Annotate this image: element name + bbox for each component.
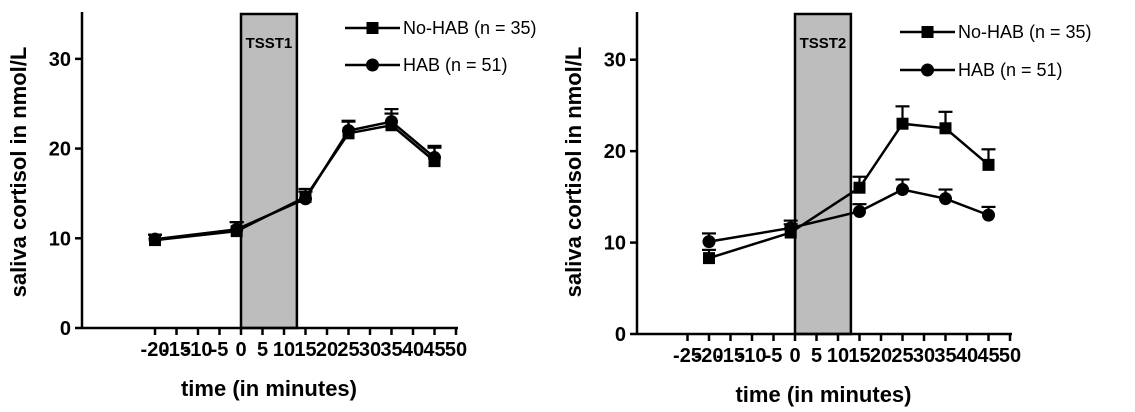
x-tick-label: 40 xyxy=(956,345,978,367)
square-marker xyxy=(982,158,995,171)
legend-square-marker xyxy=(366,22,379,34)
x-tick-label: -20 xyxy=(695,345,724,367)
x-tick-label: 40 xyxy=(402,339,424,361)
series-line xyxy=(708,188,989,243)
stress-period-box xyxy=(239,12,299,330)
x-tick-label: 15 xyxy=(294,339,316,361)
x-tick-label: -15 xyxy=(162,339,191,361)
square-marker xyxy=(896,117,909,130)
x-tick-label: 5 xyxy=(257,339,268,361)
y-tick-label: 10 xyxy=(49,228,71,250)
x-tick-label: 30 xyxy=(913,345,935,367)
legend-circle-marker xyxy=(366,58,379,72)
x-tick-label: -15 xyxy=(716,345,745,367)
y-tick-label: 20 xyxy=(604,141,626,163)
x-tick-label: 35 xyxy=(934,345,956,367)
x-tick-label: -10 xyxy=(738,345,767,367)
circle-marker xyxy=(148,232,162,246)
x-tick-label: 10 xyxy=(827,345,849,367)
series-2 xyxy=(702,178,996,249)
series-2 xyxy=(148,107,442,246)
x-tick-label: -20 xyxy=(141,339,170,361)
circle-marker xyxy=(342,124,355,138)
circle-marker xyxy=(784,221,798,235)
circle-marker xyxy=(230,222,244,236)
legend-label: No-HAB (n = 35) xyxy=(403,18,537,38)
circle-marker xyxy=(299,192,312,206)
y-axis-title: saliva cortisol in nmol/L xyxy=(6,47,31,298)
x-tick-label: 35 xyxy=(380,339,402,361)
y-tick-label: 30 xyxy=(49,49,71,71)
legend-label: No-HAB (n = 35) xyxy=(958,22,1092,42)
legend-circle-marker xyxy=(921,63,934,77)
y-axis-title: saliva cortisol in nmol/L xyxy=(561,47,586,298)
circle-marker xyxy=(896,183,909,197)
x-axis-title: time (in minutes) xyxy=(181,376,357,401)
circle-marker xyxy=(982,208,995,222)
circle-marker xyxy=(428,151,441,165)
circle-marker xyxy=(385,115,398,129)
x-tick-label: 45 xyxy=(977,345,999,367)
x-tick-label: 25 xyxy=(891,345,913,367)
series-line xyxy=(708,122,990,260)
x-tick-label: 0 xyxy=(235,339,246,361)
square-marker xyxy=(939,122,952,135)
x-tick-label: 5 xyxy=(811,345,822,367)
y-tick-label: 0 xyxy=(60,318,71,340)
series-line xyxy=(154,120,436,241)
x-tick-label: -5 xyxy=(765,345,783,367)
legend-label: HAB (n = 51) xyxy=(958,60,1063,80)
x-tick-label: 15 xyxy=(848,345,870,367)
stress-period-label: TSST2 xyxy=(800,35,847,52)
series-1 xyxy=(702,105,996,265)
circle-marker xyxy=(853,204,866,218)
circle-marker xyxy=(702,235,716,249)
x-tick-label: -5 xyxy=(211,339,229,361)
x-axis-title: time (in minutes) xyxy=(735,382,911,407)
square-marker xyxy=(703,252,715,265)
x-tick-label: 50 xyxy=(445,339,467,361)
x-tick-label: 45 xyxy=(423,339,445,361)
x-tick-label: -10 xyxy=(184,339,213,361)
stress-period-box xyxy=(793,12,853,336)
x-tick-label: -25 xyxy=(673,345,702,367)
legend-label: HAB (n = 51) xyxy=(403,55,508,75)
y-tick-label: 30 xyxy=(604,50,626,72)
stress-period-label: TSST1 xyxy=(246,35,293,52)
x-tick-label: 30 xyxy=(359,339,381,361)
x-tick-label: 25 xyxy=(337,339,359,361)
y-tick-label: 20 xyxy=(49,139,71,161)
y-tick-label: 10 xyxy=(604,233,626,255)
x-tick-label: 20 xyxy=(870,345,892,367)
x-tick-label: 50 xyxy=(999,345,1021,367)
y-tick-label: 0 xyxy=(615,324,626,346)
x-tick-label: 0 xyxy=(789,345,800,367)
x-tick-label: 20 xyxy=(316,339,338,361)
square-marker xyxy=(853,181,866,194)
circle-marker xyxy=(939,192,952,206)
legend-square-marker xyxy=(921,26,934,38)
x-tick-label: 10 xyxy=(273,339,295,361)
